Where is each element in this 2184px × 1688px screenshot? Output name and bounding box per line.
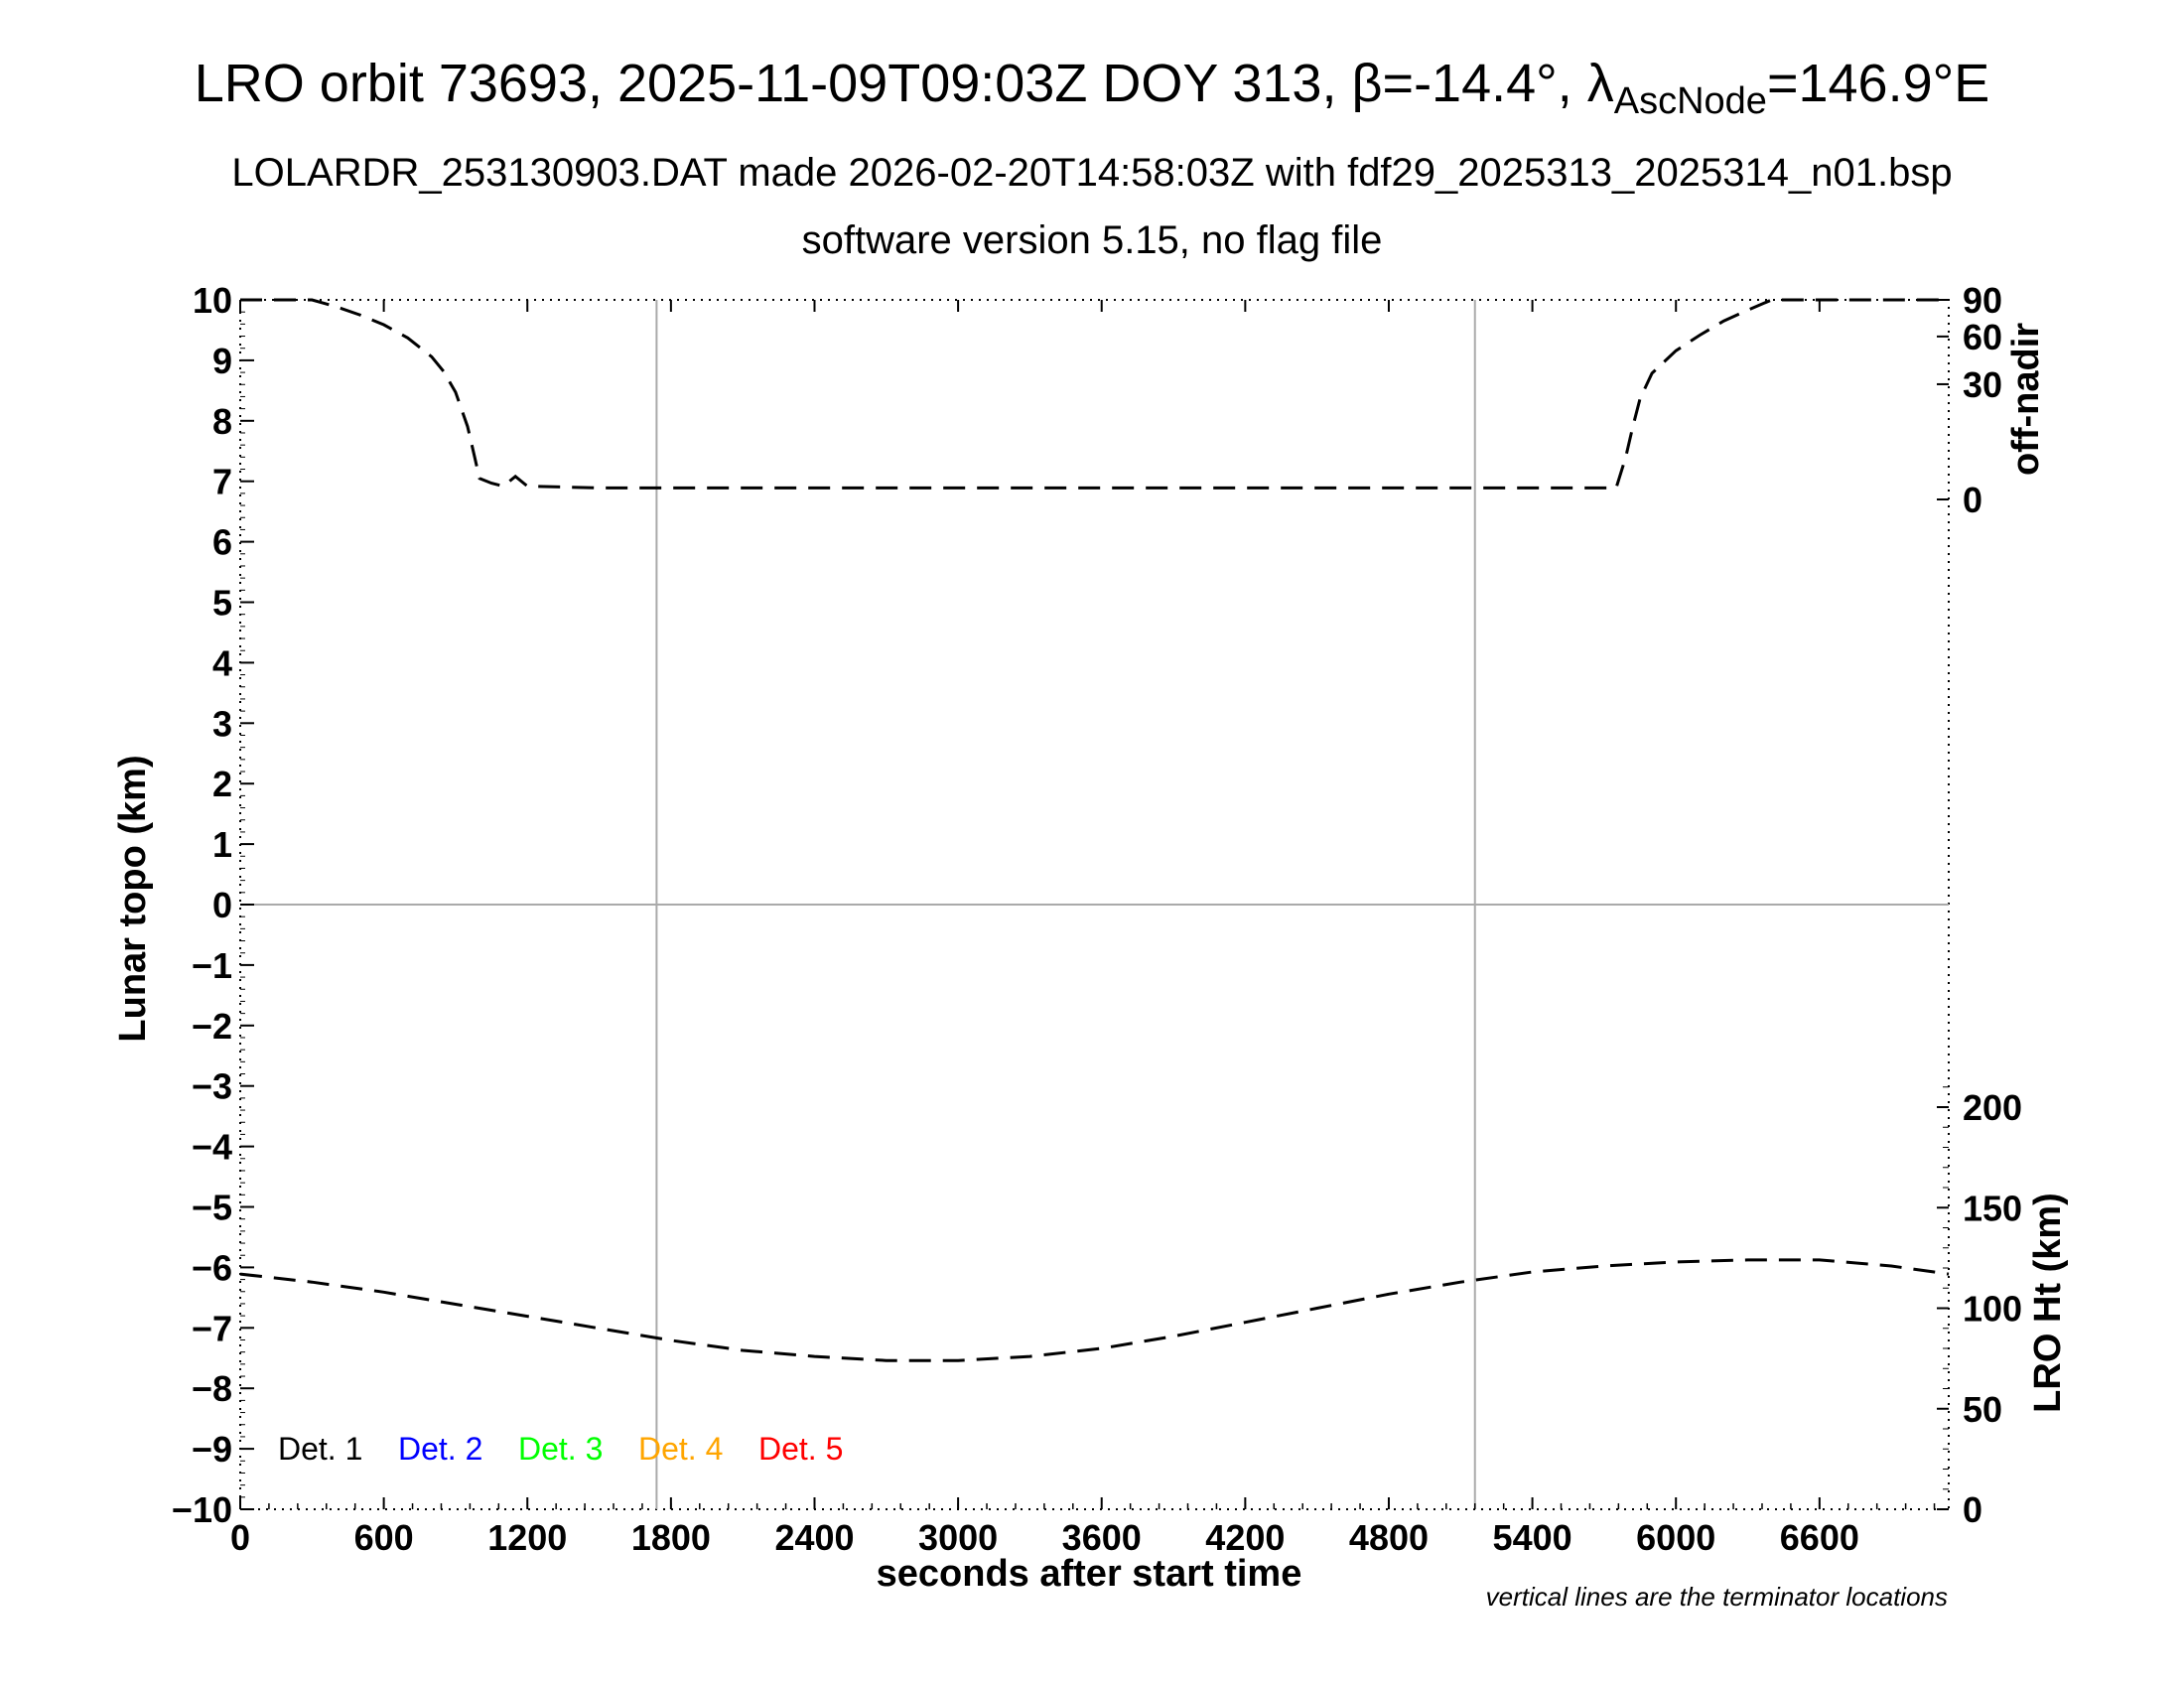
- y-tick-label-right-bottom: 50: [1963, 1389, 2002, 1430]
- x-tick-label: 6000: [1636, 1517, 1715, 1558]
- y-tick-label-right-top: 30: [1963, 364, 2002, 405]
- label-layer: 0 600 1200 1800 2400 3000 3600 4200 4800 5400 6000…: [172, 280, 2022, 1558]
- y-tick-label-left: 8: [212, 401, 232, 442]
- y-tick-label-left: 9: [212, 341, 232, 381]
- y-tick-label-left: 6: [212, 522, 232, 563]
- title-tail: =146.9°E: [1766, 54, 1990, 113]
- y-tick-label-left: −8: [192, 1368, 232, 1409]
- y-tick-label-left: 0: [212, 885, 232, 925]
- y-tick-label-right-bottom: 150: [1963, 1188, 2022, 1228]
- x-tick-label: 5400: [1493, 1517, 1572, 1558]
- x-tick-label: 3600: [1062, 1517, 1142, 1558]
- y-tick-label-right-bottom: 100: [1963, 1289, 2022, 1330]
- y-tick-label-right-bottom: 200: [1963, 1087, 2022, 1128]
- title-subscript: AscNode: [1613, 80, 1767, 122]
- series-line-2: [239, 1258, 1950, 1362]
- y-tick-label-right-bottom: 0: [1963, 1489, 1982, 1530]
- y-tick-label-left: −5: [192, 1188, 232, 1228]
- legend-item-3: Det. 3: [518, 1431, 603, 1467]
- y-tick-label-left: 3: [212, 703, 232, 744]
- x-tick-label: 600: [354, 1517, 414, 1558]
- legend-item-5: Det. 5: [758, 1431, 843, 1467]
- x-tick-label: 1800: [631, 1517, 711, 1558]
- y-axis-title-right-top: off-nadir: [2005, 323, 2047, 476]
- chart-subtitle-file: LOLARDR_253130903.DAT made 2026-02-20T14…: [231, 151, 1953, 195]
- y-tick-label-left: 10: [193, 280, 232, 321]
- y-tick-label-left: 1: [212, 824, 232, 865]
- x-tick-label: 4800: [1349, 1517, 1429, 1558]
- terminator-note: vertical lines are the terminator locati…: [1486, 1582, 1948, 1612]
- y-tick-label-left: −6: [192, 1247, 232, 1288]
- x-tick-label: 4200: [1205, 1517, 1285, 1558]
- y-tick-label-left: 7: [212, 462, 232, 502]
- y-tick-label-left: −4: [192, 1127, 232, 1168]
- y-axis-title-left: Lunar topo (km): [112, 755, 154, 1042]
- y-tick-label-left: 5: [212, 583, 232, 624]
- series-layer: [239, 298, 1950, 1362]
- y-tick-label-left: −2: [192, 1006, 232, 1047]
- y-axis-title-right-bottom: LRO Ht (km): [2027, 1193, 2069, 1413]
- y-tick-label-left: −7: [192, 1308, 232, 1348]
- x-tick-label: 6600: [1780, 1517, 1859, 1558]
- y-tick-label-left: 2: [212, 764, 232, 804]
- x-tick-label: 2400: [774, 1517, 854, 1558]
- y-tick-label-right-top: 90: [1963, 280, 2002, 321]
- y-tick-label-left: −10: [172, 1489, 232, 1530]
- legend-item-1: Det. 1: [278, 1431, 362, 1467]
- chart-title: LRO orbit 73693, 2025-11-09T09:03Z DOY 3…: [0, 52, 2184, 120]
- legend-item-2: Det. 2: [398, 1431, 482, 1467]
- chart-subtitle-version: software version 5.15, no flag file: [801, 218, 1383, 262]
- x-tick-label: 1200: [487, 1517, 567, 1558]
- y-tick-label-left: −9: [192, 1429, 232, 1470]
- y-tick-label-right-top: 60: [1963, 317, 2002, 357]
- x-tick-label: 0: [230, 1517, 250, 1558]
- series-line-1: [240, 298, 1949, 490]
- y-tick-label-left: 4: [212, 642, 232, 683]
- x-tick-label: 3000: [918, 1517, 998, 1558]
- x-axis-title: seconds after start time: [877, 1553, 1302, 1595]
- grid-layer: [239, 299, 1950, 1510]
- title-main: LRO orbit 73693, 2025-11-09T09:03Z DOY 3…: [194, 54, 1614, 113]
- y-tick-label-right-top: 0: [1963, 480, 1982, 520]
- y-tick-label-left: −1: [192, 945, 232, 986]
- legend-item-4: Det. 4: [638, 1431, 723, 1467]
- y-tick-label-left: −3: [192, 1066, 232, 1107]
